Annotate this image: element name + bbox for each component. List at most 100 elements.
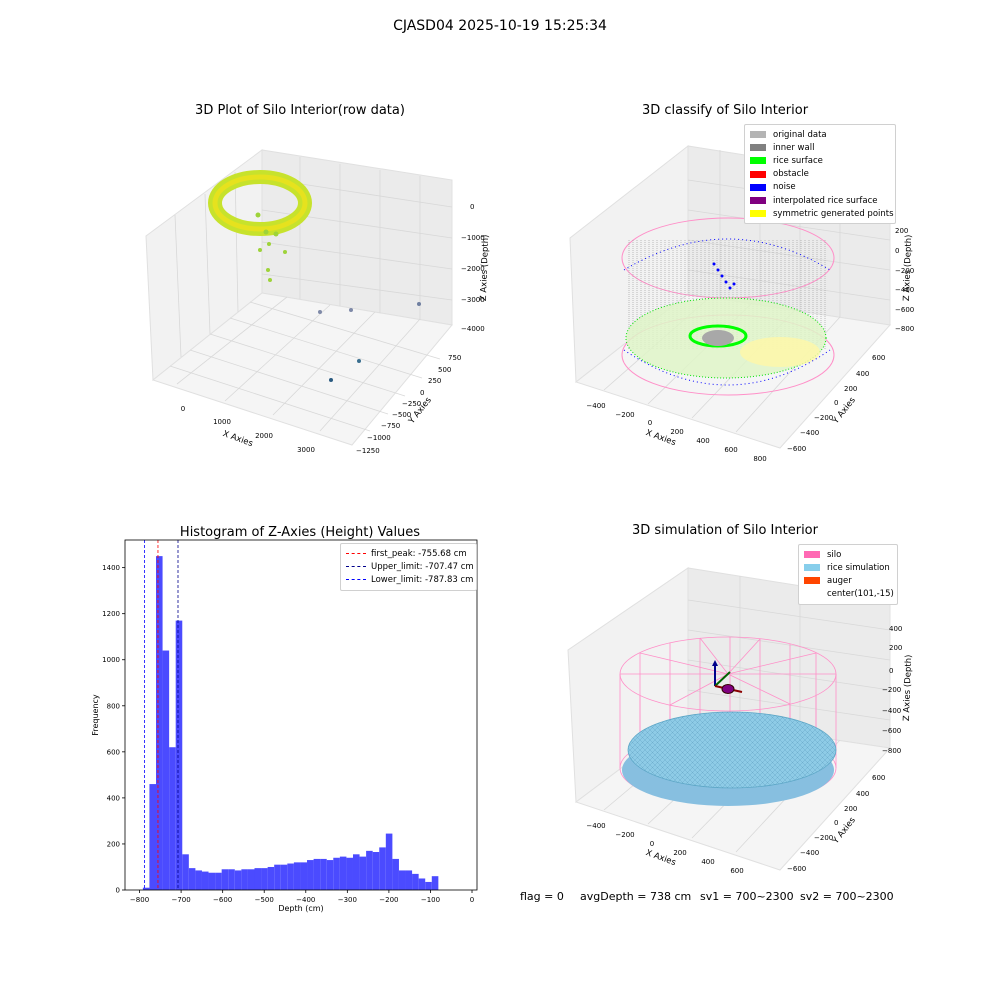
legend-label: inner wall <box>773 142 815 153</box>
legend-label: symmetric generated points <box>773 208 894 219</box>
legend-label: auger <box>827 575 852 586</box>
legend-swatch <box>804 577 820 585</box>
simulation-y-tick: 0 <box>834 819 838 827</box>
classify-z-tick: −600 <box>895 306 914 314</box>
legend-item: symmetric generated points <box>750 207 894 220</box>
classify-y-tick: −200 <box>814 414 833 422</box>
classify-z-tick: 0 <box>895 247 899 255</box>
histogram-bar <box>425 881 432 890</box>
simulation-x-tick: 0 <box>650 840 654 848</box>
histogram-bar <box>267 866 275 890</box>
simulation-y-arrow <box>714 671 731 687</box>
raw-y-tick: −250 <box>402 400 421 408</box>
histogram-x-tick-label: −700 <box>171 896 190 904</box>
simulation-x-tick: −200 <box>615 831 634 839</box>
simulation-z-tick: 200 <box>889 644 902 652</box>
classify-y-tick: 600 <box>872 354 885 362</box>
histogram-bar <box>208 872 216 890</box>
histogram-y-tick-label: 1200 <box>102 610 120 618</box>
legend-swatch <box>750 210 766 218</box>
legend-label: Upper_limit: -707.47 cm <box>371 561 474 572</box>
histogram-bar <box>228 869 235 890</box>
figure-title: CJASD04 2025-10-19 15:25:34 <box>393 18 607 34</box>
simulation-rice-mesh <box>628 712 836 788</box>
histogram-bar <box>221 869 229 890</box>
histogram-y-tick-label: 0 <box>116 887 120 895</box>
legend-line-swatch <box>346 579 366 581</box>
histogram-bar <box>293 862 301 890</box>
histogram-bar <box>326 860 334 890</box>
classify-z-tick: −800 <box>895 325 914 333</box>
classify-x-tick: 600 <box>724 446 737 454</box>
simulation-x-tick: 200 <box>673 849 686 857</box>
histogram-bar <box>412 873 419 890</box>
legend-item: silo <box>804 548 892 561</box>
legend-label: interpolated rice surface <box>773 195 878 206</box>
raw-gridlines <box>169 157 453 432</box>
simulation-y-tick: −200 <box>814 834 833 842</box>
legend-label: silo <box>827 549 842 560</box>
legend-item: rice simulation <box>804 561 892 574</box>
classify-y-tick: −400 <box>800 429 819 437</box>
footer-flag: flag = 0 <box>520 890 564 903</box>
raw-y-tick: −750 <box>381 422 400 430</box>
histogram-x-axis-label: Depth (cm) <box>278 904 323 913</box>
histogram-bar <box>280 864 288 890</box>
simulation-y-tick: 400 <box>856 790 869 798</box>
legend-item: rice surface <box>750 154 890 167</box>
simulation-z-tick: −400 <box>882 707 901 715</box>
raw-x-tick: 3000 <box>297 446 315 454</box>
simulation-z-tick: −200 <box>882 686 901 694</box>
histogram-x-tick-label: −100 <box>421 896 440 904</box>
histogram-bar <box>201 871 209 890</box>
simulation-x-tick: −400 <box>586 822 605 830</box>
legend-item: Upper_limit: -707.47 cm <box>346 560 474 573</box>
legend-swatch <box>750 183 766 191</box>
histogram-y-tick-label: 400 <box>107 794 120 802</box>
simulation-z-tick: −600 <box>882 727 901 735</box>
histogram-bar <box>241 869 248 890</box>
histogram-bar <box>366 850 373 890</box>
classify-symmetric-points <box>740 337 820 367</box>
raw-ring-rim <box>212 174 308 232</box>
legend-swatch <box>750 197 766 205</box>
classify-x-tick: −400 <box>586 402 605 410</box>
simulation-auger-marker <box>721 684 735 694</box>
legend-item: auger <box>804 574 892 587</box>
histogram-x-ticks: −800 −700 −600 −500 −400 −300 −200 −100 0 <box>130 890 474 904</box>
histogram-y-tick-label: 600 <box>107 748 120 756</box>
raw-y-tick: 750 <box>448 354 461 362</box>
histogram-bar <box>418 878 426 890</box>
classify-y-tick: 400 <box>856 370 869 378</box>
histogram-bar <box>142 887 150 890</box>
classify-rice-edge <box>625 297 827 379</box>
simulation-y-tick: 200 <box>844 805 857 813</box>
histogram-y-tick-label: 1000 <box>102 656 120 664</box>
histogram-x-tick-label: −600 <box>213 896 232 904</box>
histogram-bar <box>372 852 380 890</box>
simulation-y-tick: −400 <box>800 849 819 857</box>
simulation-plot-title: 3D simulation of Silo Interior <box>632 523 818 538</box>
legend-item: original data <box>750 128 890 141</box>
classify-legend: original data inner wall rice surface ob… <box>744 124 896 225</box>
legend-swatch <box>750 131 766 139</box>
classify-x-tick: −200 <box>615 411 634 419</box>
simulation-z-arrowhead <box>712 660 718 666</box>
simulation-legend: silo rice simulation auger center(101,-1… <box>798 544 898 605</box>
histogram-y-tick-label: 200 <box>107 840 120 848</box>
legend-item: first_peak: -755.68 cm <box>346 547 471 560</box>
histogram-x-tick-label: −800 <box>130 896 149 904</box>
raw-z-tick: −2000 <box>461 265 485 273</box>
classify-noise-cluster <box>712 262 736 290</box>
histogram-x-tick-label: 0 <box>470 896 474 904</box>
legend-swatch <box>804 564 820 572</box>
classify-3d-plot: −400 −200 0 200 400 600 800 600 400 200 … <box>569 144 914 463</box>
raw-y-tick: −1000 <box>367 434 391 442</box>
raw-z-axis-label: Z Axies (Depth) <box>479 234 491 301</box>
histogram-bar <box>320 858 327 890</box>
histogram-bar <box>379 847 386 890</box>
classify-z-tick: 200 <box>895 227 908 235</box>
histogram-bar <box>333 857 340 890</box>
simulation-x-tick: 400 <box>701 858 714 866</box>
footer-sv1: sv1 = 700~2300 <box>700 890 794 903</box>
